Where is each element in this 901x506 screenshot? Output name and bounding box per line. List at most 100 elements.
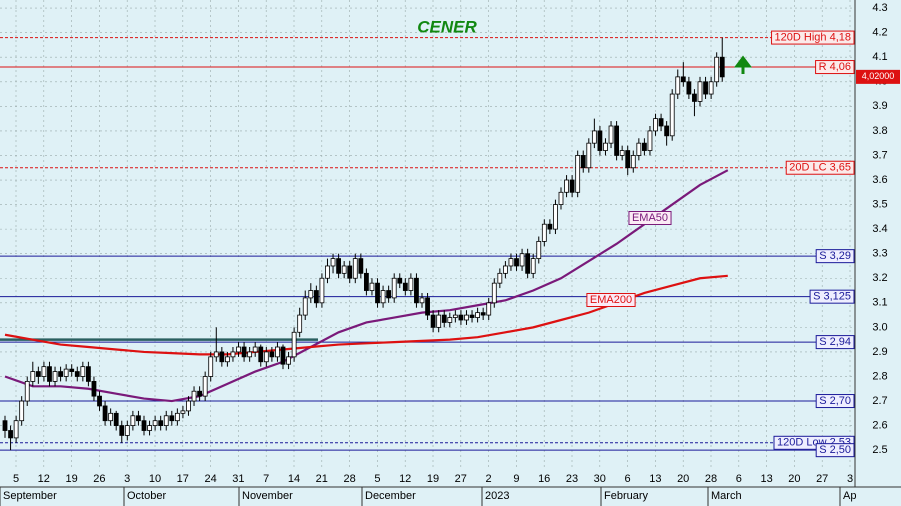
x-tick-label: 10 <box>149 473 161 485</box>
x-tick-label: 19 <box>427 473 439 485</box>
candle-body <box>664 125 670 137</box>
candle-body <box>169 415 175 422</box>
x-tick-label: 27 <box>455 473 467 485</box>
candle-body <box>647 130 653 151</box>
candle-body <box>680 76 686 83</box>
candle-body <box>297 314 303 333</box>
candle-body <box>136 415 141 422</box>
month-label: December <box>365 490 416 502</box>
candle-body <box>447 317 453 323</box>
x-tick-label: 13 <box>649 473 661 485</box>
level-label: R 4,06 <box>819 61 851 73</box>
candle-body <box>569 179 575 193</box>
candle-body <box>586 142 592 169</box>
candle-body <box>430 314 436 328</box>
candle-body <box>241 346 247 358</box>
candle-body <box>347 265 353 279</box>
x-tick-label: 21 <box>316 473 328 485</box>
candle-body <box>2 420 8 431</box>
y-tick-label: 3.9 <box>872 100 887 112</box>
candle-body <box>269 351 275 358</box>
candle-body <box>619 150 625 156</box>
candle-body <box>375 282 380 304</box>
candle-body <box>291 331 297 358</box>
candle-body <box>614 125 619 156</box>
candle-body <box>208 356 214 377</box>
candle-body <box>8 430 13 439</box>
candle-body <box>703 81 708 95</box>
level-label-box <box>815 60 855 75</box>
level-label: S 2,70 <box>819 395 851 407</box>
chart-title: CENER <box>417 17 477 36</box>
x-tick-label: 23 <box>566 473 578 485</box>
candle-body <box>230 351 236 358</box>
candle-body <box>63 368 69 377</box>
candle-body <box>608 125 614 144</box>
candle-body <box>319 277 325 304</box>
y-tick-label: 4.3 <box>872 2 887 14</box>
candle-body <box>636 142 642 156</box>
candle-body <box>286 356 291 365</box>
candle-body <box>52 371 58 382</box>
candle-body <box>330 258 336 267</box>
candle-body <box>692 93 697 102</box>
candle-body <box>625 150 631 169</box>
candle-body <box>24 380 30 402</box>
candle-body <box>369 282 375 291</box>
candle-body <box>658 118 664 127</box>
candle-body <box>502 265 508 274</box>
y-tick-label: 3.3 <box>872 248 887 260</box>
candle-body <box>313 290 319 304</box>
last-price-label: 4,02000 <box>862 71 895 81</box>
candle-body <box>491 282 497 304</box>
month-label: 2023 <box>485 490 509 502</box>
candle-body <box>213 351 219 358</box>
x-tick-label: 9 <box>513 473 519 485</box>
candle-body <box>553 204 558 230</box>
candle-body <box>536 241 542 260</box>
candle-body <box>714 56 720 83</box>
month-label: February <box>604 490 649 502</box>
candle-body <box>541 223 547 242</box>
candle-body <box>302 297 308 316</box>
candle-body <box>152 420 158 427</box>
candle-body <box>486 302 492 316</box>
candle-body <box>252 346 258 353</box>
month-label: September <box>3 490 57 502</box>
x-tick-label: 20 <box>788 473 800 485</box>
candle-body <box>97 395 102 407</box>
x-tick-label: 6 <box>625 473 631 485</box>
candle-body <box>508 258 514 267</box>
candle-body <box>402 282 408 291</box>
y-tick-label: 3.6 <box>872 174 887 186</box>
candle-body <box>219 351 225 363</box>
candle-body <box>336 258 342 274</box>
level-label: S 2,94 <box>819 336 851 348</box>
x-tick-label: 27 <box>816 473 828 485</box>
x-tick-label: 7 <box>263 473 269 485</box>
candle-body <box>158 420 164 427</box>
y-tick-label: 3.8 <box>872 125 887 137</box>
candle-body <box>163 415 169 427</box>
up-arrow <box>734 55 752 74</box>
candle-body <box>547 223 553 230</box>
candle-body <box>236 346 241 353</box>
candle-body <box>80 366 86 377</box>
level-label: S 3,125 <box>813 291 851 303</box>
candle-body <box>452 314 458 318</box>
y-tick-label: 4.1 <box>872 51 887 63</box>
y-tick-label: 3.0 <box>872 321 887 333</box>
candle-body <box>480 312 486 316</box>
x-tick-label: 5 <box>374 473 380 485</box>
candle-body <box>408 277 414 291</box>
candle-body <box>630 155 636 169</box>
candle-body <box>30 371 36 382</box>
x-tick-label: 5 <box>13 473 19 485</box>
x-tick-label: 30 <box>594 473 606 485</box>
candle-body <box>564 179 569 193</box>
candle-body <box>642 142 647 151</box>
level-label-box <box>815 394 855 409</box>
month-label: November <box>242 490 293 502</box>
candle-body <box>197 390 203 397</box>
level-label-box <box>771 30 855 45</box>
